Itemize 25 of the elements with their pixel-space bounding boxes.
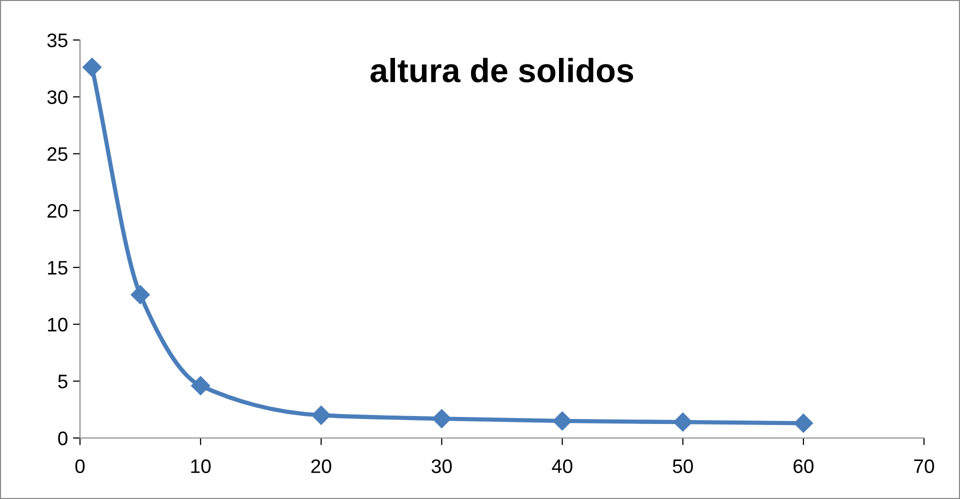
point <box>794 414 813 433</box>
x-tick-label: 10 <box>191 459 211 474</box>
y-tick-label: 5 <box>58 374 68 388</box>
y-tick-label: 0 <box>58 431 68 446</box>
x-tick-label: 20 <box>311 459 332 474</box>
x-tick-label: 40 <box>552 459 572 474</box>
x-tick-label: 60 <box>794 459 814 474</box>
point <box>432 409 452 428</box>
y-tick-label: 10 <box>48 318 68 332</box>
point <box>312 406 331 425</box>
point <box>673 412 692 432</box>
point <box>82 58 102 77</box>
y-tick-label: 20 <box>48 204 68 218</box>
point <box>130 285 150 304</box>
y-tick-label: 30 <box>47 90 68 104</box>
x-tick-label: 30 <box>432 459 452 474</box>
point <box>191 376 210 396</box>
chart-title: altura de solidos <box>370 58 634 82</box>
y-tick-label: 25 <box>48 147 68 161</box>
x-tick-label: 50 <box>672 459 693 474</box>
x-tick-label: 70 <box>914 459 934 474</box>
y-tick-label: 35 <box>47 33 68 48</box>
y-tick-label: 15 <box>48 261 68 275</box>
point <box>552 411 572 430</box>
x-tick-label: 0 <box>75 459 85 474</box>
